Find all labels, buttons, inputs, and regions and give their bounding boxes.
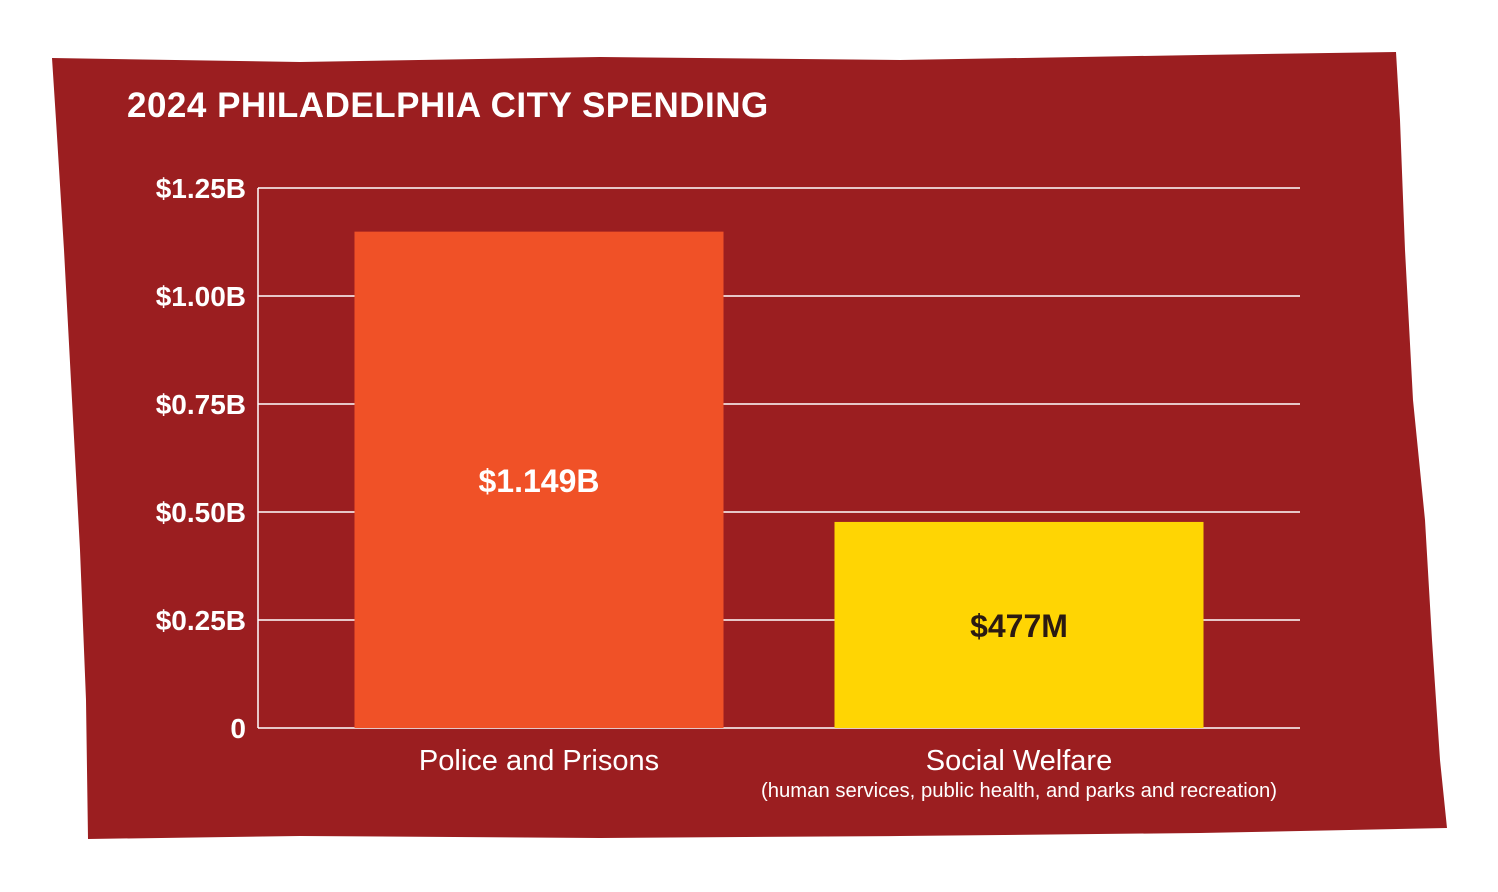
y-tick-label: $1.25B — [156, 173, 246, 204]
chart-title: 2024 PHILADELPHIA CITY SPENDING — [127, 86, 769, 125]
bar-value-label: $1.149B — [479, 463, 600, 499]
y-tick-label: $1.00B — [156, 281, 246, 312]
x-category-label: Police and Prisons — [419, 745, 659, 777]
y-tick-label: $0.75B — [156, 389, 246, 420]
bar-1 — [354, 231, 724, 728]
y-tick-label: $0.50B — [156, 497, 246, 528]
bar-value-label: $477M — [970, 608, 1068, 644]
x-category-label: Social Welfare — [926, 745, 1112, 777]
x-category-sublabel: (human services, public health, and park… — [761, 780, 1277, 802]
bar-2 — [834, 521, 1204, 728]
y-tick-label: 0 — [230, 713, 246, 744]
y-tick-label: $0.25B — [156, 605, 246, 636]
